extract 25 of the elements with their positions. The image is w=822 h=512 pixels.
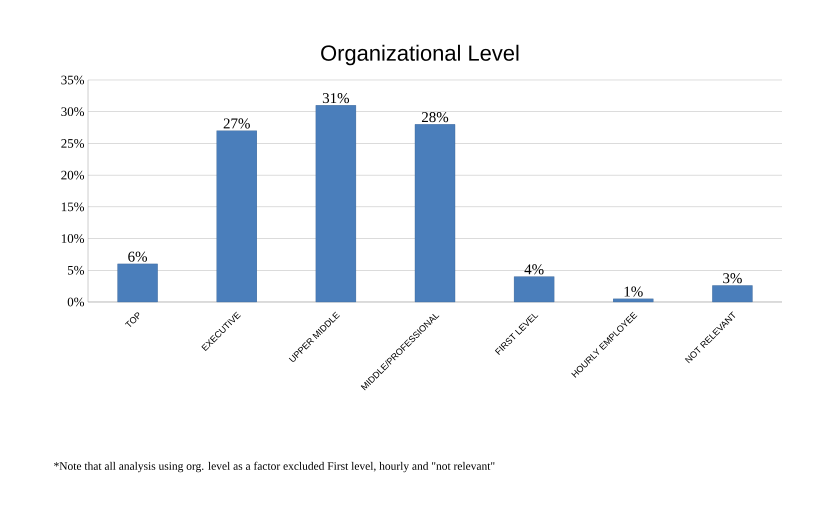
bar [117,264,158,302]
data-label: 3% [723,273,742,284]
chart-title: Organizational Level [321,44,518,66]
y-tick-label: 25% [61,139,84,148]
y-tick-label: 0% [68,298,84,306]
y-tick-label: 15% [62,202,84,212]
y-tick-label: 10% [62,234,84,243]
bar [414,124,456,302]
y-tick-label: 30% [61,107,84,116]
text: *Note that all analysis using org. level as a factor excluded First level, hourly and "not relevant" [54,462,494,472]
x-tick-label: TOP [124,312,140,327]
y-tick-label: 5% [68,266,84,275]
bar [514,276,554,302]
bar [316,105,356,302]
bar [613,298,654,302]
bar [712,285,753,302]
bar [216,130,257,302]
data-label: 31% [322,93,350,104]
data-label: 28% [422,112,448,122]
data-label: 4% [524,264,544,274]
y-tick-label: 20% [61,170,84,180]
data-label: 1% [624,286,643,297]
y-tick-label: 35% [61,76,84,84]
data-label: 6% [128,252,148,262]
data-label: 27% [224,118,250,129]
